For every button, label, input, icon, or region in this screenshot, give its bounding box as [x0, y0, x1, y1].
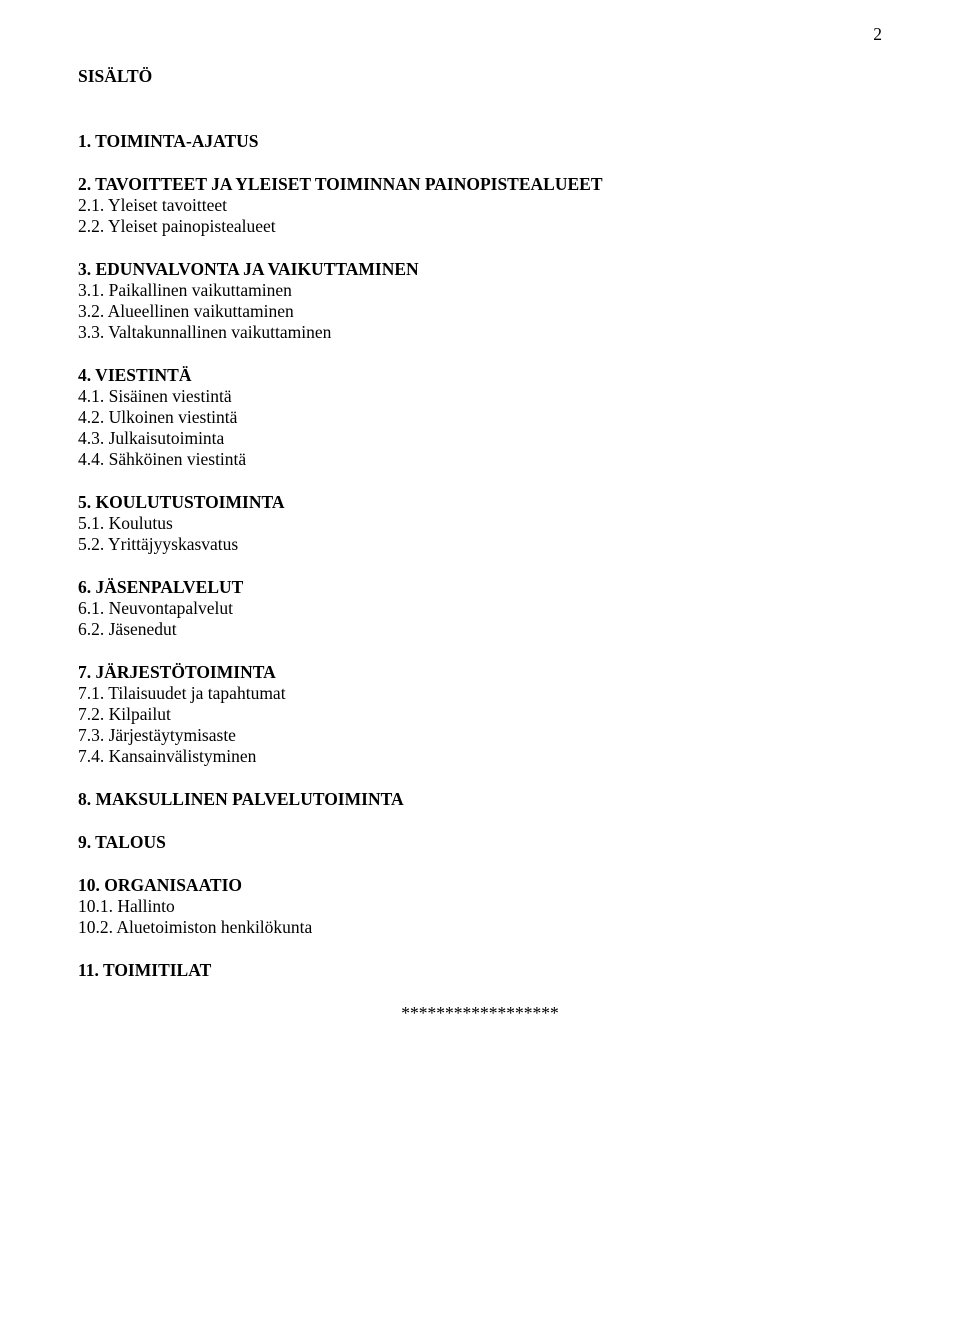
- section-3: 3. EDUNVALVONTA JA VAIKUTTAMINEN 3.1. Pa…: [78, 259, 882, 343]
- section-heading: 1. TOIMINTA-AJATUS: [78, 131, 882, 152]
- section-9: 9. TALOUS: [78, 832, 882, 853]
- section-item: 4.2. Ulkoinen viestintä: [78, 407, 882, 428]
- section-heading: 7. JÄRJESTÖTOIMINTA: [78, 662, 882, 683]
- section-heading: 4. VIESTINTÄ: [78, 365, 882, 386]
- section-item: 2.1. Yleiset tavoitteet: [78, 195, 882, 216]
- section-item: 3.1. Paikallinen vaikuttaminen: [78, 280, 882, 301]
- section-item: 2.2. Yleiset painopistealueet: [78, 216, 882, 237]
- section-item: 5.1. Koulutus: [78, 513, 882, 534]
- section-2: 2. TAVOITTEET JA YLEISET TOIMINNAN PAINO…: [78, 174, 882, 237]
- section-10: 10. ORGANISAATIO 10.1. Hallinto 10.2. Al…: [78, 875, 882, 938]
- footer-separator: ******************: [78, 1003, 882, 1024]
- section-1: 1. TOIMINTA-AJATUS: [78, 131, 882, 152]
- section-item: 6.1. Neuvontapalvelut: [78, 598, 882, 619]
- section-heading: 6. JÄSENPALVELUT: [78, 577, 882, 598]
- section-item: 3.3. Valtakunnallinen vaikuttaminen: [78, 322, 882, 343]
- section-item: 7.4. Kansainvälistyminen: [78, 746, 882, 767]
- section-7: 7. JÄRJESTÖTOIMINTA 7.1. Tilaisuudet ja …: [78, 662, 882, 767]
- section-item: 7.3. Järjestäytymisaste: [78, 725, 882, 746]
- section-heading: 2. TAVOITTEET JA YLEISET TOIMINNAN PAINO…: [78, 174, 882, 195]
- section-item: 4.4. Sähköinen viestintä: [78, 449, 882, 470]
- section-item: 7.2. Kilpailut: [78, 704, 882, 725]
- section-item: 4.1. Sisäinen viestintä: [78, 386, 882, 407]
- section-5: 5. KOULUTUSTOIMINTA 5.1. Koulutus 5.2. Y…: [78, 492, 882, 555]
- section-heading: 10. ORGANISAATIO: [78, 875, 882, 896]
- section-heading: 5. KOULUTUSTOIMINTA: [78, 492, 882, 513]
- section-item: 3.2. Alueellinen vaikuttaminen: [78, 301, 882, 322]
- section-8: 8. MAKSULLINEN PALVELUTOIMINTA: [78, 789, 882, 810]
- section-item: 7.1. Tilaisuudet ja tapahtumat: [78, 683, 882, 704]
- section-item: 5.2. Yrittäjyyskasvatus: [78, 534, 882, 555]
- page-title: SISÄLTÖ: [78, 66, 882, 87]
- section-11: 11. TOIMITILAT: [78, 960, 882, 981]
- section-heading: 3. EDUNVALVONTA JA VAIKUTTAMINEN: [78, 259, 882, 280]
- section-item: 10.1. Hallinto: [78, 896, 882, 917]
- section-4: 4. VIESTINTÄ 4.1. Sisäinen viestintä 4.2…: [78, 365, 882, 470]
- page-number: 2: [873, 24, 882, 45]
- section-item: 10.2. Aluetoimiston henkilökunta: [78, 917, 882, 938]
- section-6: 6. JÄSENPALVELUT 6.1. Neuvontapalvelut 6…: [78, 577, 882, 640]
- section-item: 6.2. Jäsenedut: [78, 619, 882, 640]
- section-item: 4.3. Julkaisutoiminta: [78, 428, 882, 449]
